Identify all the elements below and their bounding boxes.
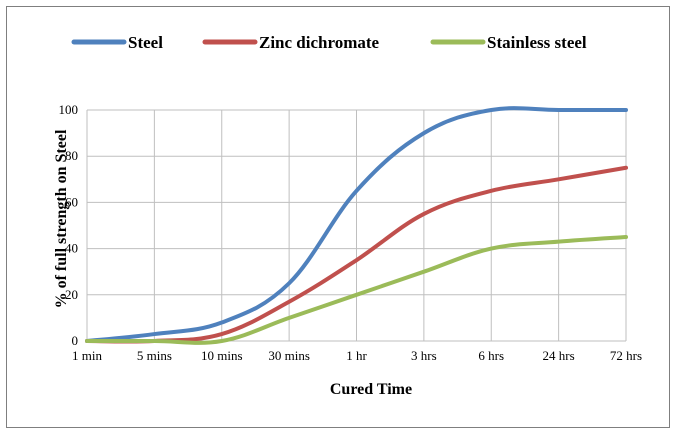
x-tick-label: 10 mins: [201, 348, 243, 363]
x-axis-title: Cured Time: [330, 381, 412, 398]
x-tick-labels: 1 min 5 mins 10 mins 30 mins 1 hr 3 hrs 6 hrs 2…: [72, 348, 642, 363]
legend-label: Steel: [128, 33, 163, 52]
x-tick-label: 30 mins: [268, 348, 310, 363]
y-tick-label: 20: [65, 287, 78, 302]
x-tick-label: 6 hrs: [478, 348, 504, 363]
series-line-steel: [85, 106, 628, 343]
series-lines: [85, 106, 628, 345]
y-tick-label: 100: [59, 102, 79, 117]
series-line-stainless-steel: [85, 235, 628, 345]
y-tick-label: 40: [65, 241, 78, 256]
x-tick-label: 5 mins: [137, 348, 172, 363]
y-tick-labels: 0 20 40 60 80 100: [59, 102, 79, 348]
y-axis-title: % of full strength on Steel: [53, 129, 70, 308]
x-tick-label: 1 hr: [346, 348, 367, 363]
legend: Steel Zinc dichromate Stainless steel: [71, 33, 587, 52]
x-tick-label: 24 hrs: [543, 348, 575, 363]
y-tick-label: 60: [65, 194, 78, 209]
legend-label: Zinc dichromate: [259, 33, 380, 52]
legend-label: Stainless steel: [487, 33, 587, 52]
grid: [86, 109, 627, 342]
x-tick-label: 72 hrs: [610, 348, 642, 363]
x-tick-label: 3 hrs: [411, 348, 437, 363]
y-tick-label: 0: [72, 333, 79, 348]
x-tick-label: 1 min: [72, 348, 102, 363]
y-tick-label: 80: [65, 148, 78, 163]
